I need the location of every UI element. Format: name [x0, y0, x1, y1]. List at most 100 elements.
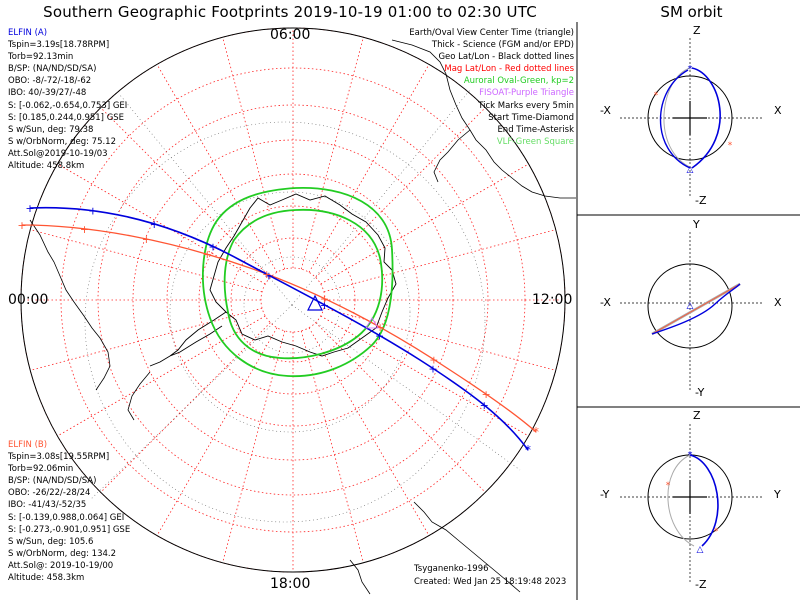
elfin-a-line: Att.Sol@2019-10-19/03: [8, 148, 108, 159]
elfin-a-line: B/SP: (NA/ND/SD/SA): [8, 64, 97, 75]
elfin-b-line: Altitude: 458.3km: [8, 573, 85, 584]
mag-lon-line: [30, 307, 263, 371]
mag-lon-line: [100, 322, 271, 493]
elfin-a-name: ELFIN (A): [8, 28, 48, 38]
mag-lon-line: [57, 163, 266, 285]
mag-lon-line: [323, 229, 556, 293]
elfin-a-line: S: [-0.062,-0.654,0.753] GEI: [8, 100, 128, 111]
mag-lon-line: [156, 64, 278, 273]
mag-lon-line: [300, 330, 364, 563]
track-tick: +: [80, 223, 89, 236]
mag-lon-line: [100, 107, 271, 278]
elfin-a-line: S: [0.185,0.244,0.951] GSE: [8, 112, 125, 123]
mag-lon-line: [300, 37, 364, 270]
mag-lon-line: [222, 330, 286, 563]
legend-line: Tick Marks every 5min: [478, 100, 574, 111]
track-tick: +: [320, 292, 329, 305]
elfin-a-info: ELFIN (A) Tspin=3.19s[18.78RPM] Torb=92.…: [8, 27, 127, 172]
elfin-a-line: Torb=92.13min: [8, 52, 74, 63]
elfin-b-line: S: [-0.139,0.988,0.064] GEI: [8, 512, 125, 523]
auroral-oval-outer: [202, 187, 394, 378]
elfin-b-line: B/SP: (NA/ND/SD/SA): [8, 476, 97, 487]
geo-grid-lines: [84, 89, 521, 523]
fisoat-triangle: [365, 317, 379, 329]
elfin-b-line: Tspin=3.08s[19.55RPM]: [8, 452, 110, 463]
svg-text:*: *: [688, 450, 693, 461]
track-tick: +: [17, 219, 26, 232]
model-credit: Tsyganenko-1996: [414, 564, 489, 574]
track-tick: +: [88, 205, 97, 218]
elfin-b-line: Torb=92.06min: [8, 464, 74, 475]
mag-lon-line: [315, 107, 486, 278]
track-tick: +: [150, 218, 159, 231]
mag-lon-line: [308, 327, 430, 536]
elfin-a-line: S w/Sun, deg: 79.38: [8, 124, 94, 135]
mag-lon-line: [30, 229, 263, 293]
mag-lon-line: [320, 163, 529, 285]
elfin-b-line: OBO: -26/22/-28/24: [8, 488, 91, 499]
legend-line: VLF-Green Square: [496, 136, 574, 147]
elfin-a-track: [29, 206, 529, 451]
sm-axis-label: X: [774, 104, 782, 117]
elfin-b-track: [21, 224, 537, 433]
svg-text:*: *: [688, 64, 693, 75]
track-tick: +: [320, 299, 329, 312]
sm-axis-label: Z: [693, 409, 701, 422]
track-tick: *: [525, 443, 531, 457]
mag-lon-line: [320, 315, 529, 437]
svg-text:△: △: [697, 545, 704, 555]
track-tick: *: [533, 425, 539, 439]
sm-axis-label: -Y: [695, 386, 705, 399]
sm-axis-label: Y: [693, 218, 700, 231]
elfin-a-line: IBO: 40/-39/27/-48: [8, 88, 87, 99]
track-tick: +: [142, 233, 151, 246]
track-tick: +: [375, 329, 384, 342]
svg-text:△: △: [687, 165, 694, 175]
track-tick: +: [25, 202, 34, 215]
sm-orbit-panel-yz: * △ * *: [620, 424, 762, 582]
sm-orbit-panel-xz: △ * * *: [620, 38, 762, 196]
svg-text:*: *: [728, 141, 733, 151]
sm-axis-label: -Y: [600, 488, 610, 501]
sm-orbit-panel-xy: △: [620, 232, 762, 390]
svg-text:*: *: [666, 481, 671, 491]
elfin-b-line: S w/OrbNorm, deg: 134.2: [8, 548, 117, 559]
continent-outline-left: [29, 219, 151, 421]
view-center-triangle: [307, 294, 323, 311]
track-tick: +: [429, 353, 438, 366]
mag-lon-line: [308, 64, 430, 273]
svg-text:*: *: [714, 527, 719, 537]
time-label-right: 12:00: [532, 292, 573, 308]
elfin-b-info: ELFIN (B) Tspin=3.08s[19.55RPM] Torb=92.…: [8, 439, 130, 584]
sm-axis-label: -Z: [695, 194, 707, 207]
elfin-b-line: S w/Sun, deg: 105.6: [8, 536, 94, 547]
legend-line: Thick - Science (FGM and/or EPD): [431, 40, 574, 51]
track-tick: +: [481, 388, 490, 401]
legend-line: FISOAT-Purple Triangle: [479, 88, 574, 99]
sm-axis-label: Y: [774, 488, 781, 501]
antarctica-coastline: [149, 193, 397, 367]
track-tick: +: [208, 240, 217, 253]
svg-text:△: △: [687, 301, 694, 311]
time-label-bottom: 18:00: [270, 576, 311, 592]
track-tick: +: [428, 362, 437, 375]
legend-line: Earth/Oval View Center Time (triangle): [409, 28, 574, 38]
track-tick-marks: + ++++++++*+ ++++++++*: [17, 202, 539, 457]
sm-orbit-title: SM orbit: [660, 3, 723, 21]
auroral-oval-inner: [223, 209, 384, 360]
track-tick: +: [262, 268, 271, 281]
legend-line: End Time-Asterisk: [497, 124, 574, 135]
continent-outline-top: [391, 39, 576, 199]
created-timestamp: Created: Wed Jan 25 18:19:48 2023: [414, 577, 567, 587]
track-tick: +: [480, 399, 489, 412]
legend-line: Mag Lat/Lon - Red dotted lines: [444, 64, 574, 75]
sm-axis-label: -Z: [695, 578, 707, 591]
elfin-a-line: S w/OrbNorm, deg: 75.12: [8, 136, 117, 147]
sm-axis-label: -X: [600, 296, 611, 309]
legend-line: Geo Lat/Lon - Black dotted lines: [438, 52, 574, 63]
mag-lon-line: [315, 322, 486, 493]
legend: Earth/Oval View Center Time (triangle) T…: [409, 27, 574, 148]
sm-axis-label: Z: [693, 24, 701, 37]
legend-line: Start Time-Diamond: [488, 112, 574, 123]
